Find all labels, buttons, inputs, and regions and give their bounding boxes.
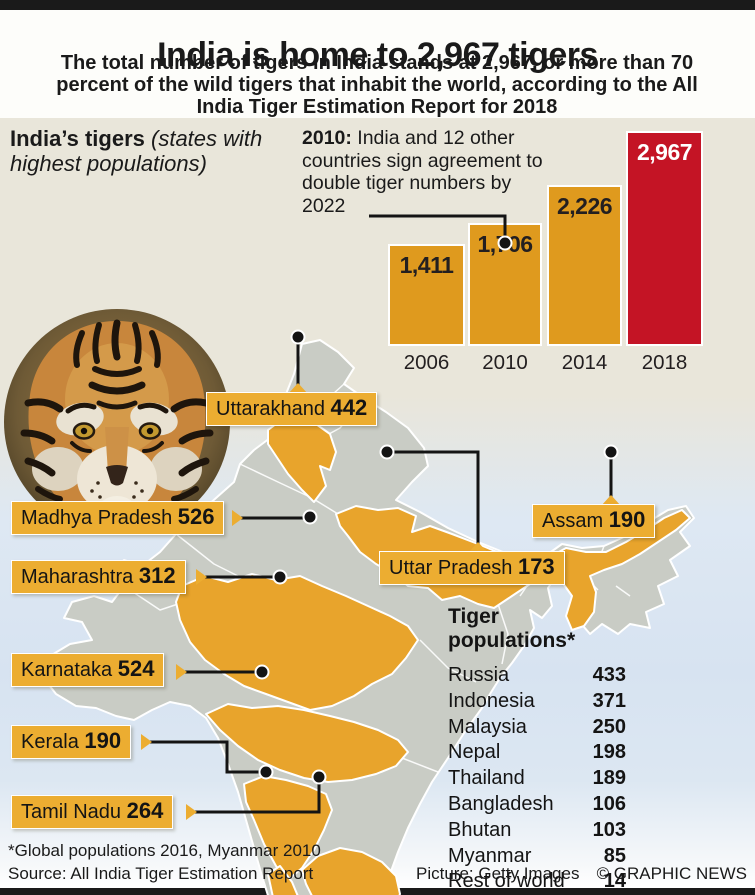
state-tamil-nadu	[301, 847, 401, 895]
state-label-kerala: Kerala 190	[11, 725, 132, 759]
map-heading: India’s tigers (states with highest popu…	[10, 126, 288, 176]
picture-credit: Picture: Getty Images	[416, 864, 580, 883]
table-row: Bhutan 103	[448, 818, 626, 841]
chart-annotation: 2010: India and 12 other countries sign …	[302, 127, 554, 217]
populations-table-title: Tiger populations*	[448, 605, 576, 652]
axis-label-2010: 2010	[482, 351, 528, 374]
map-heading-bold: India’s tigers	[10, 126, 145, 151]
page-subtitle: The total number of tigers in India stan…	[56, 52, 698, 118]
bar-2018: 2,967	[626, 131, 703, 346]
table-row: Indonesia 371	[448, 689, 626, 712]
footnote: *Global populations 2016, Myanmar 2010	[8, 841, 321, 860]
populations-table: Tiger populations* Russia 433 Indonesia 37…	[448, 605, 626, 895]
state-kerala	[267, 865, 299, 895]
state-label-uttar-pradesh: Uttar Pradesh 173	[379, 551, 565, 585]
state-label-uttarakhand: Uttarakhand 442	[206, 392, 378, 426]
bar-value-2018: 2,967	[636, 139, 693, 165]
bar-2010: 1,706	[468, 223, 542, 346]
table-row: Thailand 189	[448, 767, 626, 790]
table-row: Nepal 198	[448, 741, 626, 764]
annotation-text: India and 12 other countries sign agreem…	[302, 127, 543, 217]
tiger-photo	[4, 309, 230, 535]
bar-value-2014: 2,226	[556, 193, 613, 219]
state-label-tamil-nadu: Tamil Nadu 264	[11, 795, 174, 829]
table-row: Malaysia 250	[448, 715, 626, 738]
table-row: Myanmar 85	[448, 844, 626, 867]
table-row: Bangladesh 106	[448, 792, 626, 815]
source-credit: Source: All India Tiger Estimation Repor…	[8, 864, 314, 883]
map-heading-italic: (states with highest populations)	[10, 126, 263, 176]
axis-label-2014: 2014	[561, 351, 608, 374]
axis-label-2018: 2018	[641, 351, 688, 374]
bar-value-2010: 1,706	[477, 231, 533, 257]
state-maharashtra	[205, 703, 409, 783]
state-label-madhya-pradesh: Madhya Pradesh 526	[11, 501, 225, 535]
state-label-maharashtra: Maharashtra 312	[11, 560, 186, 594]
top-black-bar	[0, 0, 755, 10]
state-label-karnataka: Karnataka 524	[11, 653, 165, 687]
table-row: Rest of world 14	[448, 870, 626, 893]
bar-value-2006: 1,411	[399, 252, 454, 278]
axis-label-2006: 2006	[403, 351, 450, 374]
bar-2014: 2,226	[547, 185, 622, 346]
copyright: © GRAPHIC NEWS	[596, 864, 747, 883]
state-label-assam: Assam 190	[532, 504, 656, 538]
state-assam	[547, 509, 691, 631]
bar-2006: 1,411	[388, 244, 465, 346]
annotation-lead: 2010:	[302, 127, 352, 149]
page-title: India is home to 2,967 tigers	[157, 35, 598, 74]
table-row: Russia 433	[448, 664, 626, 686]
